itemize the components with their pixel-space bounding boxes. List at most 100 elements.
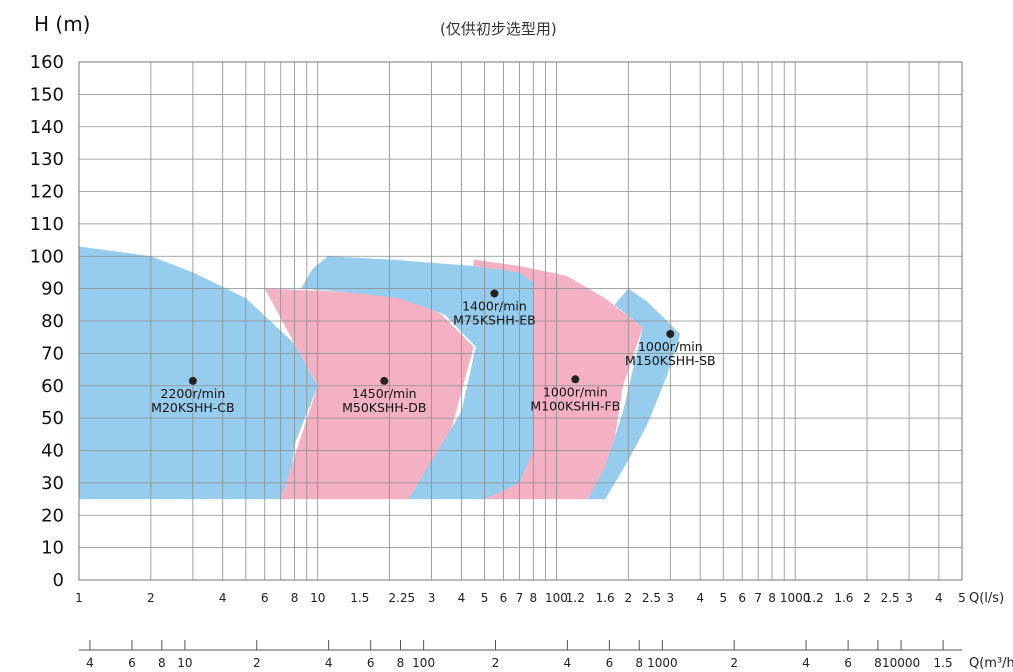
x2-tick-label: 4 [325,656,333,670]
x-tick-label: 2 [863,591,871,605]
x2-tick-label: 8 [397,656,405,670]
pump-speed-label: 1400r/min [462,298,527,313]
x-tick-label: 6 [500,591,508,605]
pump-marker [571,375,580,384]
x-tick-label: 7 [754,591,762,605]
x2-tick-label: 6 [367,656,375,670]
x2-tick-label: 10 [177,656,192,670]
y-tick-label: 80 [41,311,64,332]
x-tick-label: 8 [768,591,776,605]
y-tick-label: 20 [41,505,64,526]
pump-model-label: M100KSHH-FB [530,398,620,413]
pump-model-label: M20KSHH-CB [151,400,234,415]
y-tick-label: 130 [30,149,64,170]
x-tick-label: 5 [481,591,489,605]
x-tick-label: 2.5 [881,591,900,605]
y-tick-label: 90 [41,279,64,300]
pump-speed-label: 2200r/min [161,386,226,401]
x2-tick-label: 2 [253,656,261,670]
y-tick-labels: 0 10 20 30 40 50 60 70 80 90 100 110 120 130 140 150 160 [30,52,64,591]
region-M20KSHH-CB [79,246,318,500]
x-tick-label: 2.5 [642,591,661,605]
x-tick-label: 7 [516,591,524,605]
pump-model-label: M50KSHH-DB [342,400,426,415]
x-tick-label: 4 [219,591,227,605]
region-M100KSHH-FB [473,259,643,500]
pump-marker [188,376,197,385]
y-tick-label: 60 [41,376,64,397]
region-M75KSHH-EB [300,256,534,500]
x-tick-label: 4 [935,591,943,605]
pump-marker [380,376,389,385]
x2-tick-label: 8 [874,656,882,670]
y-tick-label: 110 [30,214,64,235]
x2-tick-label: 4 [564,656,572,670]
pump-speed-label: 1000r/min [543,384,608,399]
x2-tick-label: 6 [606,656,614,670]
y-tick-label: 0 [53,570,64,591]
x-tick-label: 4 [458,591,466,605]
chart-grid [78,61,963,581]
x-tick-label: 8 [291,591,299,605]
x-tick-label: 1.5 [350,591,369,605]
x-tick-label: 5 [958,591,966,605]
x-tick-label: 5 [719,591,727,605]
x2-tick-label: 1000 [647,656,678,670]
x-tick-label: 2.25 [388,591,415,605]
y-tick-label: 30 [41,473,64,494]
y-tick-label: 50 [41,408,64,429]
x-tick-label: 10 [310,591,325,605]
pump-marker [490,289,499,298]
x-tick-label: 8 [529,591,537,605]
x-tick-label: 4 [696,591,704,605]
y-tick-label: 40 [41,441,64,462]
x-tick-label: 100 [545,591,568,605]
x2-tick-label: 6 [128,656,136,670]
axes [78,61,963,651]
plot-frame [78,61,963,581]
y-axis-title: H (m) [34,12,91,36]
x-tick-label: 3 [667,591,675,605]
x2-tick-label: 4 [802,656,810,670]
x-tick-label: 1.2 [805,591,824,605]
y-tick-label: 100 [30,246,64,267]
y-tick-label: 10 [41,538,64,559]
x2-tick-label: 100 [412,656,435,670]
x-tick-label: 6 [738,591,746,605]
pump-model-label: M150KSHH-SB [625,353,716,368]
x-tick-label: 2 [624,591,632,605]
region-M150KSHH-SB [587,288,681,500]
x2-tick-label: 8 [158,656,166,670]
x-tick-label: 2 [147,591,155,605]
pump-model-label: M75KSHH-EB [453,312,536,327]
x2-tick-label: 2 [492,656,500,670]
y-tick-label: 150 [30,84,64,105]
x2-tick-label: 2 [730,656,738,670]
y-tick-label: 140 [30,117,64,138]
x2-tick-label: 4 [86,656,94,670]
x2-tick-label: 10000 [882,656,920,670]
x2-tick-label: 1.5 [934,656,953,670]
pump-speed-label: 1000r/min [638,339,703,354]
x-tick-label: 1000 [780,591,811,605]
x-tick-label: 3 [905,591,913,605]
x2-tick-label: 8 [635,656,643,670]
chart-subtitle: (仅供初步选型用) [440,20,557,38]
x-tick-label: 1 [75,591,83,605]
x2-tick-label: 6 [844,656,852,670]
x-tick-label: 6 [261,591,269,605]
pump-marker [666,329,675,338]
x-tick-label: 1.6 [596,591,615,605]
y-tick-label: 160 [30,52,64,73]
coverage-regions [79,246,681,500]
x-tick-label: 1.2 [566,591,585,605]
pump-speed-label: 1450r/min [352,386,417,401]
y-tick-label: 120 [30,182,64,203]
x2-axis-unit: Q(m³/h) [969,656,1013,671]
y-tick-label: 70 [41,343,64,364]
x-tick-label: 3 [428,591,436,605]
region-M50KSHH-DB [264,288,474,500]
